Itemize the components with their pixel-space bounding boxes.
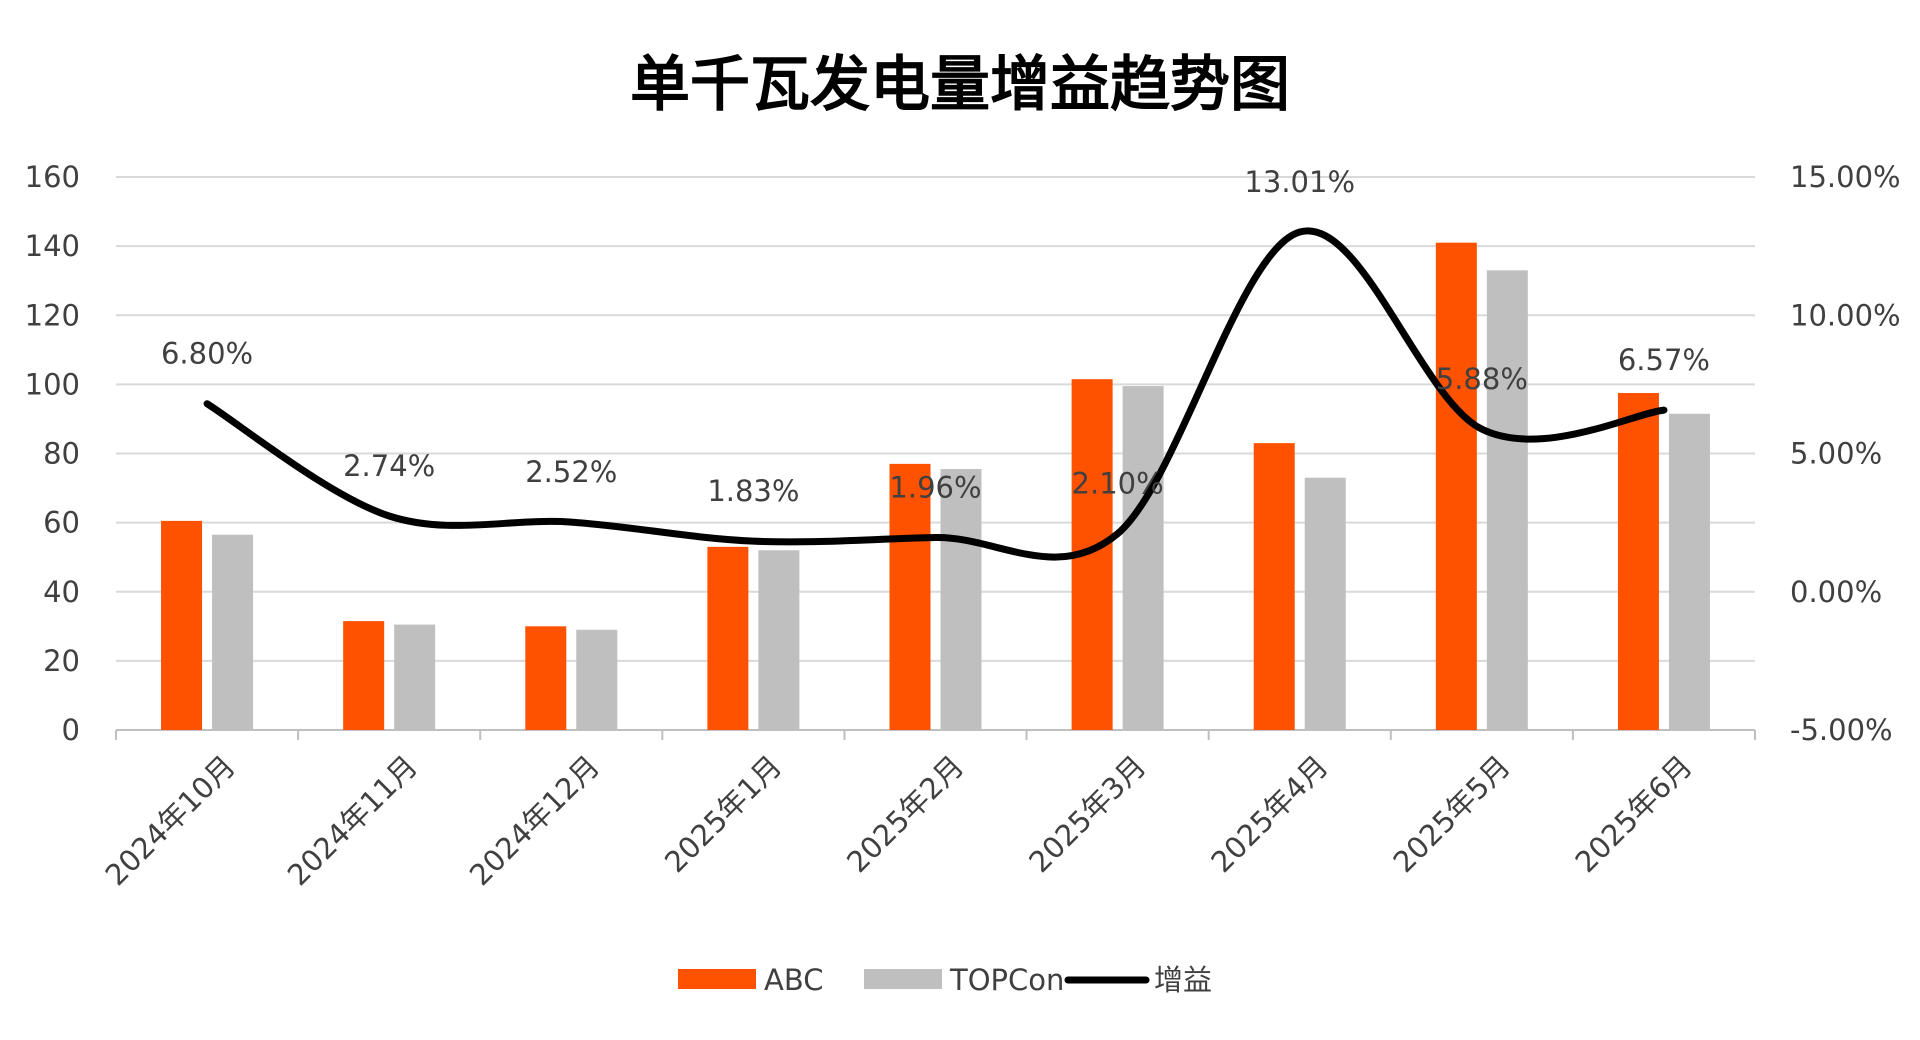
gain-data-label: 5.88%: [1436, 362, 1528, 396]
x-category-label: 2025年2月: [840, 749, 970, 879]
bar-topcon: [576, 629, 618, 730]
gain-data-label: 2.52%: [525, 455, 617, 489]
legend-label: TOPCon: [949, 963, 1064, 997]
x-category-label: 2025年3月: [1022, 749, 1152, 879]
bar-topcon: [394, 624, 436, 730]
legend-label: ABC: [764, 963, 823, 997]
y-left-tick-label: 120: [25, 298, 80, 332]
y-left-tick-label: 0: [62, 713, 80, 747]
x-category-label: 2025年1月: [658, 749, 788, 879]
gridlines: [116, 176, 1755, 662]
bar-topcon: [758, 550, 800, 730]
x-category-label: 2024年11月: [281, 749, 424, 892]
bar-topcon: [1668, 413, 1710, 730]
bar-abc: [889, 463, 931, 730]
bar-topcon: [940, 469, 982, 730]
bar-abc: [343, 621, 385, 730]
y-left-tick-label: 100: [25, 367, 80, 401]
y-left-tick-label: 60: [43, 506, 80, 540]
gain-data-label: 6.80%: [161, 337, 253, 371]
legend: ABC TOPCon 增益: [678, 963, 1212, 997]
y-right-tick-label: 15.00%: [1790, 160, 1901, 194]
x-category-label: 2025年6月: [1569, 749, 1699, 879]
x-category-label: 2025年5月: [1386, 749, 1516, 879]
legend-swatch-abc: [678, 969, 756, 989]
gain-data-label: 1.83%: [707, 474, 799, 508]
gain-data-label: 6.57%: [1618, 343, 1710, 377]
bars: [161, 242, 1710, 730]
y-left-tick-label: 20: [43, 644, 80, 678]
x-category-label: 2024年12月: [463, 749, 606, 892]
y-left-tick-label: 160: [25, 160, 80, 194]
gain-line-path: [203, 227, 1668, 561]
y-right-tick-label: 0.00%: [1790, 575, 1882, 609]
bar-topcon: [1486, 270, 1528, 730]
gain-line: [203, 227, 1668, 561]
gain-data-label: 2.74%: [343, 449, 435, 483]
x-category-label: 2025年4月: [1204, 749, 1334, 879]
legend-swatch-topcon: [864, 969, 942, 989]
data-labels: 6.80% 2.74% 2.52% 1.83% 1.96% 2.10% 13.01% 5.88…: [161, 165, 1710, 508]
chart-title: 单千瓦发电量增益趋势图: [630, 50, 1290, 120]
y-left-tick-label: 80: [43, 437, 80, 471]
gain-data-label: 1.96%: [889, 471, 981, 505]
bar-abc: [1435, 242, 1477, 730]
bar-abc: [707, 546, 749, 730]
y-left-tick-label: 140: [25, 229, 80, 263]
bar-abc: [1253, 443, 1295, 730]
gain-data-label: 2.10%: [1072, 467, 1164, 501]
y-left-tick-label: 40: [43, 575, 80, 609]
bar-abc: [161, 520, 203, 730]
bar-topcon: [212, 534, 254, 730]
y-right-tick-label: 5.00%: [1790, 437, 1882, 471]
bar-topcon: [1304, 477, 1346, 730]
gain-data-label: 13.01%: [1244, 165, 1355, 199]
x-category-label: 2024年10月: [99, 749, 242, 892]
y-right-tick-label: -5.00%: [1790, 713, 1893, 747]
bar-topcon: [1122, 386, 1164, 730]
y-right-tick-label: 10.00%: [1790, 298, 1901, 332]
legend-label: 增益: [1154, 963, 1212, 997]
bar-abc: [525, 626, 567, 730]
bar-abc: [1617, 393, 1659, 730]
